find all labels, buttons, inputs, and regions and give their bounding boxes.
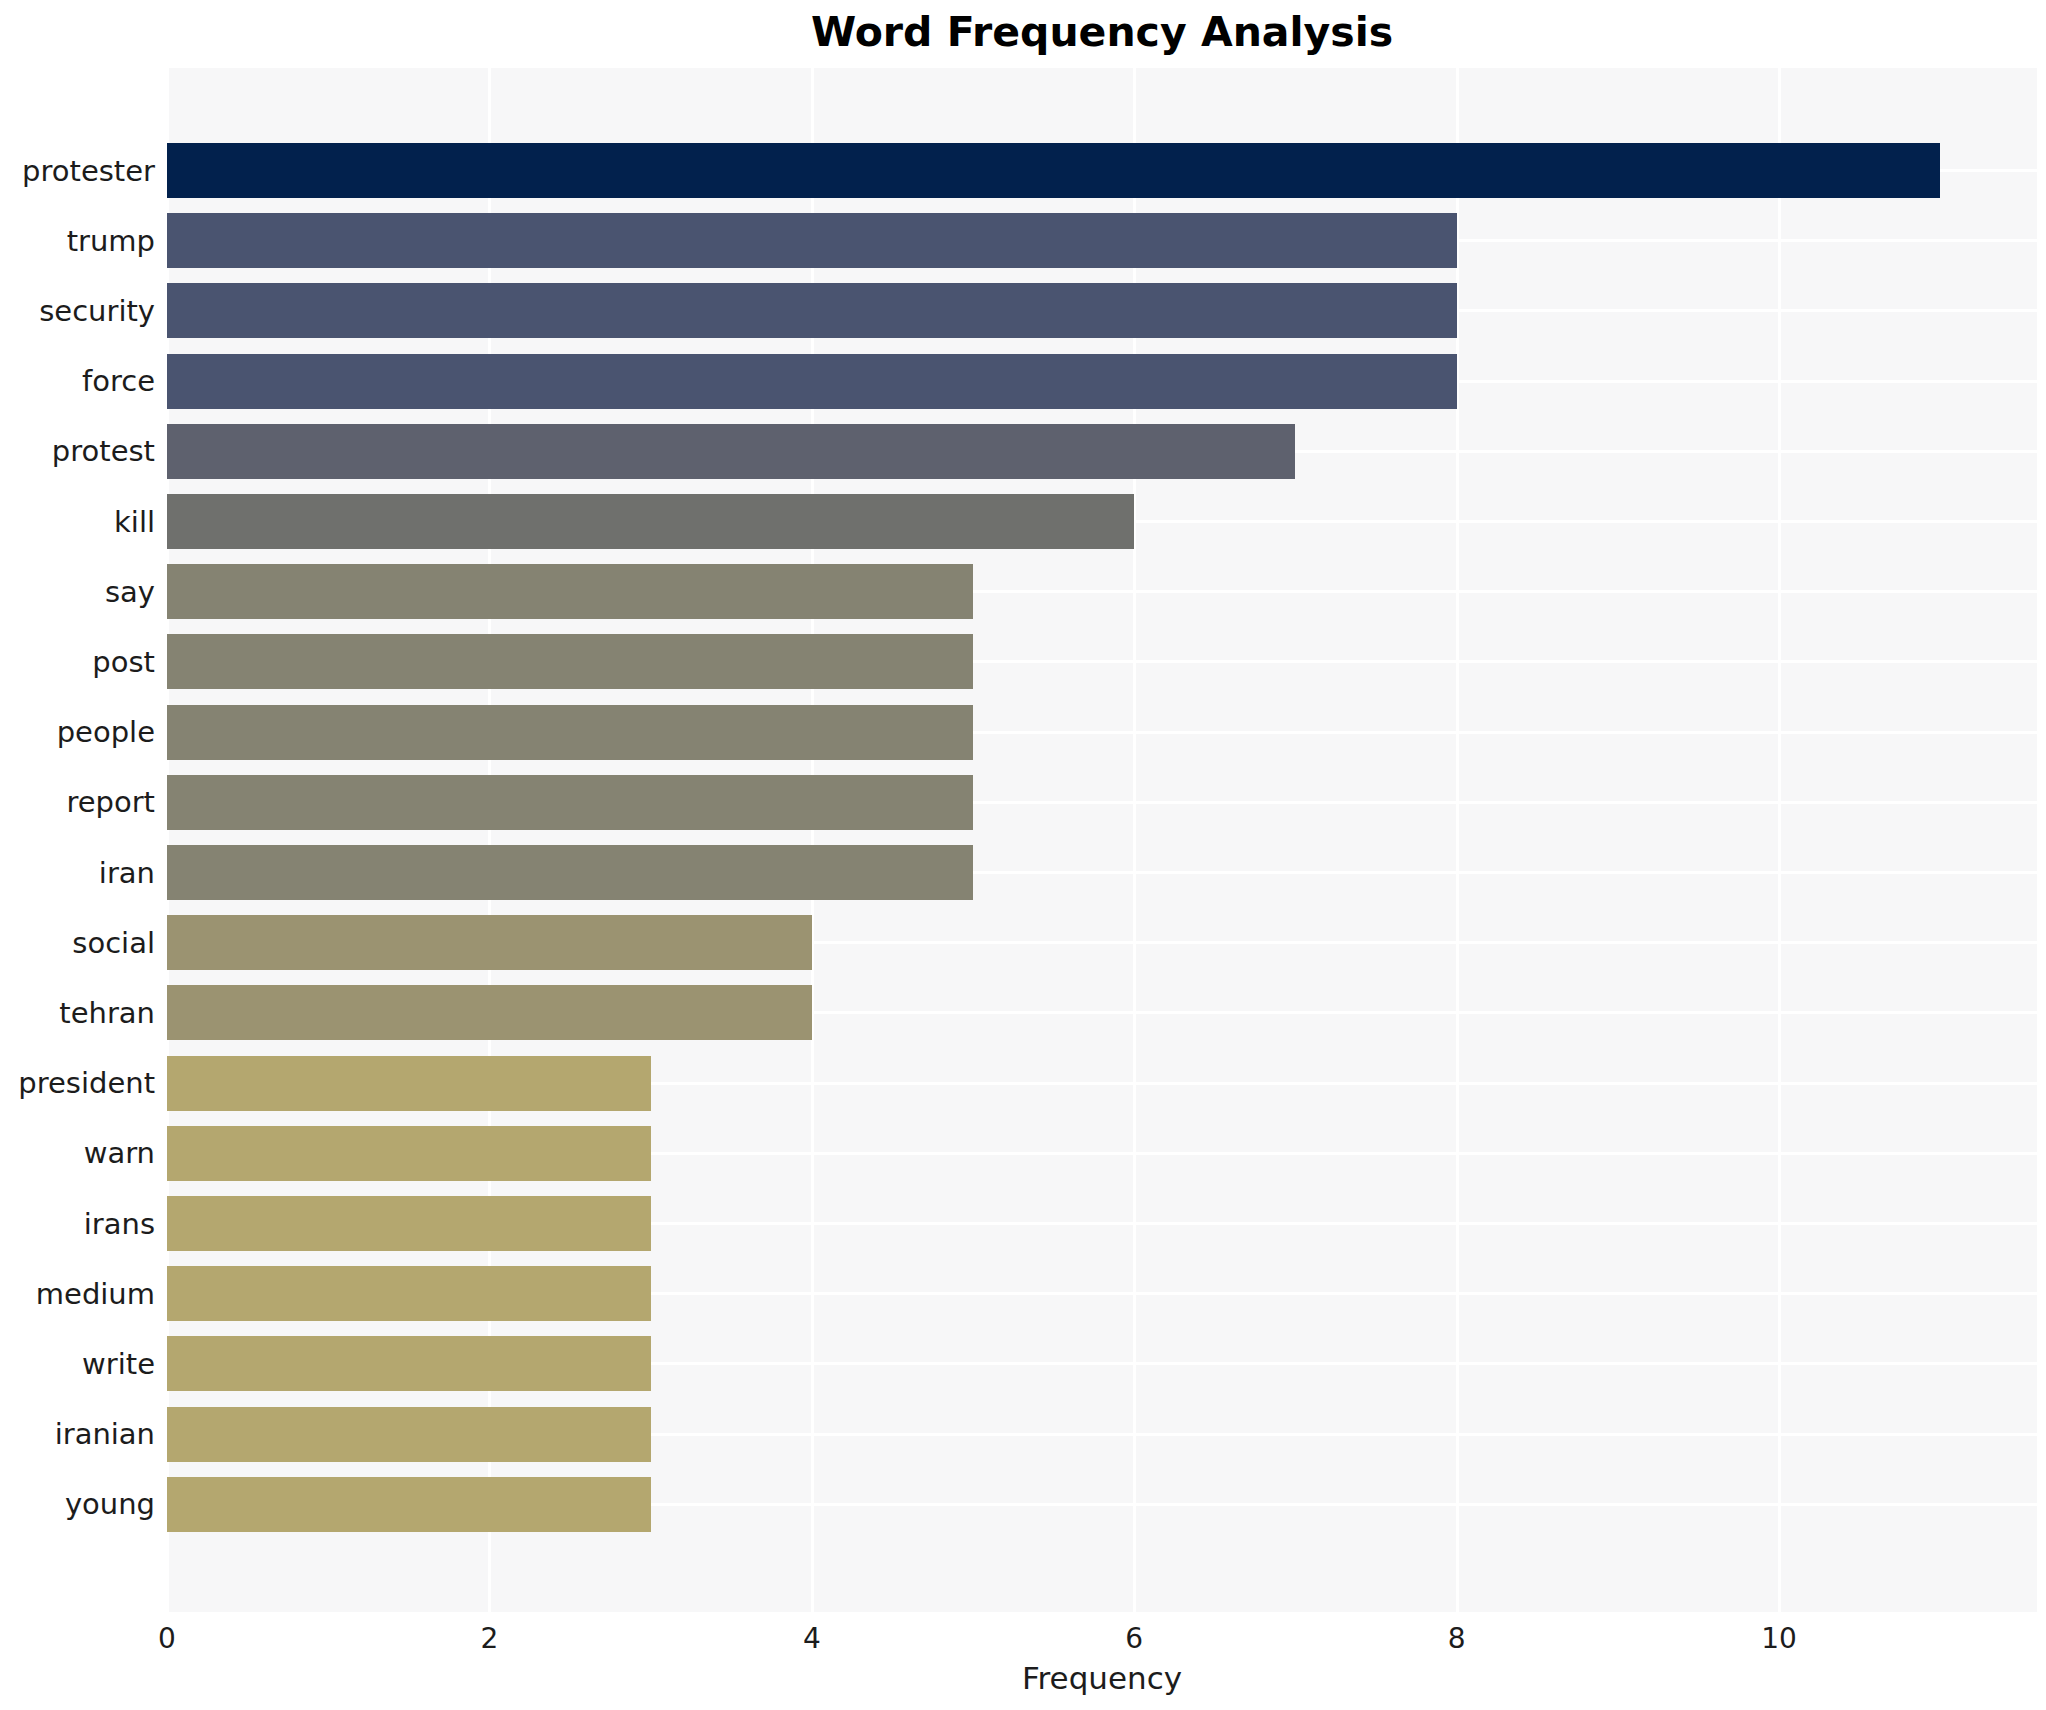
y-tick-label-warn: warn	[84, 1136, 155, 1170]
bar-kill	[167, 494, 1134, 549]
y-tick-label-iran: iran	[99, 856, 155, 890]
x-tick-label: 0	[158, 1622, 176, 1655]
y-tick-label-force: force	[82, 364, 155, 398]
x-gridline	[1778, 68, 1781, 1612]
y-tick-label-kill: kill	[114, 505, 155, 539]
bar-iranian	[167, 1407, 651, 1462]
bar-young	[167, 1477, 651, 1532]
y-tick-label-tehran: tehran	[59, 996, 155, 1030]
bar-security	[167, 283, 1457, 338]
x-tick-label: 10	[1761, 1622, 1797, 1655]
bar-social	[167, 915, 812, 970]
y-tick-label-iranian: iranian	[55, 1417, 155, 1451]
y-tick-label-president: president	[18, 1066, 155, 1100]
y-tick-label-security: security	[39, 294, 155, 328]
bar-iran	[167, 845, 973, 900]
bar-president	[167, 1056, 651, 1111]
y-tick-label-write: write	[82, 1347, 155, 1381]
bar-warn	[167, 1126, 651, 1181]
bar-say	[167, 564, 973, 619]
y-tick-label-irans: irans	[84, 1207, 155, 1241]
bar-medium	[167, 1266, 651, 1321]
x-axis-label: Frequency	[167, 1660, 2037, 1696]
y-tick-label-social: social	[72, 926, 155, 960]
y-tick-label-post: post	[92, 645, 155, 679]
y-tick-label-people: people	[57, 715, 155, 749]
word-frequency-chart: Word Frequency Analysis Frequency 0 2 4 6 8 1…	[0, 0, 2046, 1710]
y-tick-label-medium: medium	[36, 1277, 155, 1311]
x-tick-label: 6	[1125, 1622, 1143, 1655]
chart-title: Word Frequency Analysis	[167, 8, 2037, 56]
x-tick-label: 2	[480, 1622, 498, 1655]
bar-report	[167, 775, 973, 830]
y-tick-label-trump: trump	[67, 224, 155, 258]
bar-trump	[167, 213, 1457, 268]
bar-irans	[167, 1196, 651, 1251]
plot-area	[167, 68, 2037, 1612]
bar-protester	[167, 143, 1940, 198]
y-tick-label-report: report	[66, 785, 155, 819]
bar-force	[167, 354, 1457, 409]
y-tick-label-protester: protester	[22, 154, 155, 188]
bar-people	[167, 705, 973, 760]
bar-protest	[167, 424, 1295, 479]
bar-tehran	[167, 985, 812, 1040]
y-tick-label-protest: protest	[52, 434, 155, 468]
y-tick-label-young: young	[65, 1487, 155, 1521]
y-tick-label-say: say	[105, 575, 155, 609]
x-tick-label: 4	[803, 1622, 821, 1655]
bar-post	[167, 634, 973, 689]
x-tick-label: 8	[1448, 1622, 1466, 1655]
bar-write	[167, 1336, 651, 1391]
